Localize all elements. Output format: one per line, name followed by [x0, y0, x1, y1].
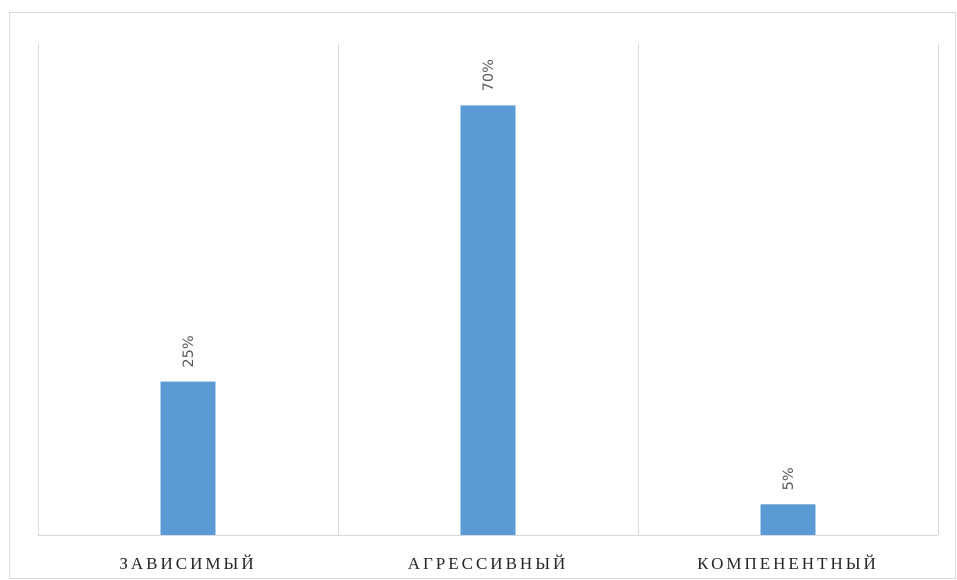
data-label: 5%	[781, 467, 797, 490]
bar	[760, 504, 816, 535]
bars	[160, 105, 816, 535]
bar	[160, 381, 216, 535]
x-axis-tick-labels: ЗАВИСИМЫЙ АГРЕССИВНЫЙ КОМПЕНЕНТНЫЙ	[119, 554, 879, 573]
data-label: 25%	[181, 335, 197, 367]
data-labels: 25% 70% 5%	[181, 59, 797, 490]
bar	[460, 105, 516, 535]
x-tick-label: ЗАВИСИМЫЙ	[119, 554, 256, 573]
category-gridlines	[38, 44, 939, 535]
data-label: 70%	[481, 59, 497, 91]
x-tick-label: АГРЕССИВНЫЙ	[408, 554, 569, 573]
x-tick-label: КОМПЕНЕНТНЫЙ	[697, 554, 879, 573]
